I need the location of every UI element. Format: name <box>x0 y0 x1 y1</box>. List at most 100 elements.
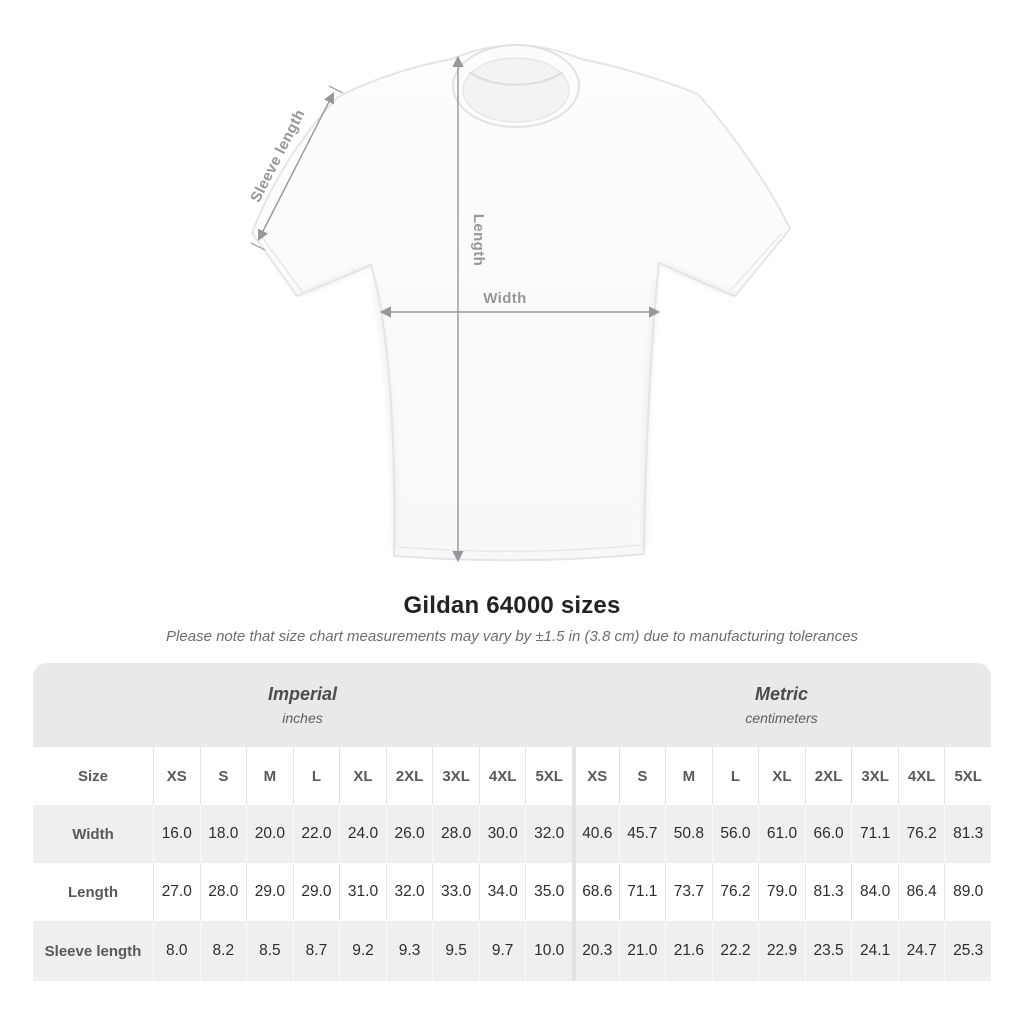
value-cell: 22.0 <box>292 805 340 863</box>
table-row-width: Width 16.0 18.0 20.0 22.0 24.0 26.0 28.0… <box>33 805 991 863</box>
metric-group-unit: centimeters <box>745 710 818 726</box>
value-cell: 40.6 <box>572 805 619 863</box>
value-cell: 28.0 <box>432 805 479 863</box>
value-cell: 22.2 <box>711 921 759 981</box>
value-cell: 18.0 <box>199 805 247 863</box>
page-title: Gildan 64000 sizes <box>403 592 621 619</box>
row-label: Width <box>72 825 114 843</box>
value-cell: 9.2 <box>339 921 386 981</box>
size-col-header: M <box>665 747 712 805</box>
value-cell: 8.0 <box>153 921 200 981</box>
size-col-header: 2XL <box>385 747 433 805</box>
length-label: Length <box>470 214 487 266</box>
value-cell: 76.2 <box>897 805 945 863</box>
tshirt-collar <box>452 44 580 128</box>
size-col-header: M <box>246 747 293 805</box>
table-row-length: Length 27.0 28.0 29.0 29.0 31.0 32.0 33.… <box>33 863 991 921</box>
value-cell: 32.0 <box>385 863 433 921</box>
sleeve-arrow-top-tick <box>328 85 344 94</box>
value-cell: 9.7 <box>478 921 526 981</box>
value-cell: 21.6 <box>665 921 712 981</box>
size-chart-table: Imperial inches Metric centimeters Size … <box>33 663 991 981</box>
value-cell: 76.2 <box>711 863 759 921</box>
size-col-header: S <box>199 747 247 805</box>
table-row-sleeve-length: Sleeve length 8.0 8.2 8.5 8.7 9.2 9.3 9.… <box>33 921 991 981</box>
measurement-arrows <box>250 55 661 563</box>
value-cell: 81.3 <box>804 863 852 921</box>
sleeve-length-arrow <box>257 92 335 241</box>
value-cell: 21.0 <box>618 921 666 981</box>
value-cell: 34.0 <box>478 863 526 921</box>
size-col-header: XS <box>153 747 200 805</box>
tshirt-figure: Sleeve length Length Width <box>247 44 791 563</box>
value-cell: 20.0 <box>246 805 293 863</box>
size-col-header: 5XL <box>944 747 991 805</box>
size-col-header: XS <box>572 747 619 805</box>
size-header-label: Size <box>77 767 108 785</box>
value-cell: 25.3 <box>944 921 991 981</box>
value-cell: 26.0 <box>385 805 433 863</box>
size-col-header: L <box>292 747 340 805</box>
imperial-group-title: Imperial <box>267 684 338 704</box>
value-cell: 61.0 <box>758 805 805 863</box>
tolerance-note: Please note that size chart measurements… <box>166 628 858 645</box>
value-cell: 32.0 <box>525 805 572 863</box>
value-cell: 24.7 <box>897 921 945 981</box>
size-col-header: L <box>711 747 759 805</box>
imperial-group: Imperial inches <box>33 663 572 747</box>
value-cell: 50.8 <box>665 805 712 863</box>
value-cell: 71.1 <box>618 863 666 921</box>
size-col-header: 3XL <box>432 747 479 805</box>
value-cell: 89.0 <box>944 863 991 921</box>
value-cell: 56.0 <box>711 805 759 863</box>
value-cell: 29.0 <box>292 863 340 921</box>
value-cell: 23.5 <box>804 921 852 981</box>
size-col-header: 4XL <box>897 747 945 805</box>
metric-group-title: Metric <box>754 684 808 704</box>
value-cell: 9.5 <box>432 921 479 981</box>
value-cell: 9.3 <box>385 921 433 981</box>
size-col-header: 4XL <box>478 747 526 805</box>
sleeve-arrow-bottom-tick <box>250 242 266 251</box>
size-header-row: Size XS S M L XL 2XL 3XL 4XL 5XL XS S M … <box>33 747 991 805</box>
value-cell: 27.0 <box>153 863 200 921</box>
size-col-header: S <box>618 747 666 805</box>
value-cell: 86.4 <box>897 863 945 921</box>
size-col-header: 5XL <box>525 747 572 805</box>
value-cell: 8.2 <box>199 921 247 981</box>
value-cell: 68.6 <box>572 863 619 921</box>
value-cell: 20.3 <box>572 921 619 981</box>
value-cell: 81.3 <box>944 805 991 863</box>
value-cell: 22.9 <box>758 921 805 981</box>
value-cell: 10.0 <box>525 921 572 981</box>
value-cell: 73.7 <box>665 863 712 921</box>
tshirt-seams <box>260 233 782 553</box>
row-label: Length <box>68 883 118 901</box>
value-cell: 8.7 <box>292 921 340 981</box>
value-cell: 8.5 <box>246 921 293 981</box>
imperial-group-unit: inches <box>282 710 323 726</box>
value-cell: 35.0 <box>525 863 572 921</box>
size-col-header: XL <box>758 747 805 805</box>
size-col-header: 2XL <box>804 747 852 805</box>
metric-group: Metric centimeters <box>572 663 991 747</box>
value-cell: 31.0 <box>339 863 386 921</box>
value-cell: 24.1 <box>851 921 898 981</box>
row-label: Sleeve length <box>44 942 142 960</box>
value-cell: 71.1 <box>851 805 898 863</box>
value-cell: 24.0 <box>339 805 386 863</box>
value-cell: 30.0 <box>478 805 526 863</box>
value-cell: 84.0 <box>851 863 898 921</box>
value-cell: 29.0 <box>246 863 293 921</box>
size-col-header: 3XL <box>851 747 898 805</box>
value-cell: 28.0 <box>199 863 247 921</box>
value-cell: 16.0 <box>153 805 200 863</box>
value-cell: 79.0 <box>758 863 805 921</box>
size-col-header: XL <box>339 747 386 805</box>
unit-group-header: Imperial inches Metric centimeters <box>33 663 991 747</box>
value-cell: 66.0 <box>804 805 852 863</box>
value-cell: 33.0 <box>432 863 479 921</box>
value-cell: 45.7 <box>618 805 666 863</box>
width-label: Width <box>483 290 527 307</box>
